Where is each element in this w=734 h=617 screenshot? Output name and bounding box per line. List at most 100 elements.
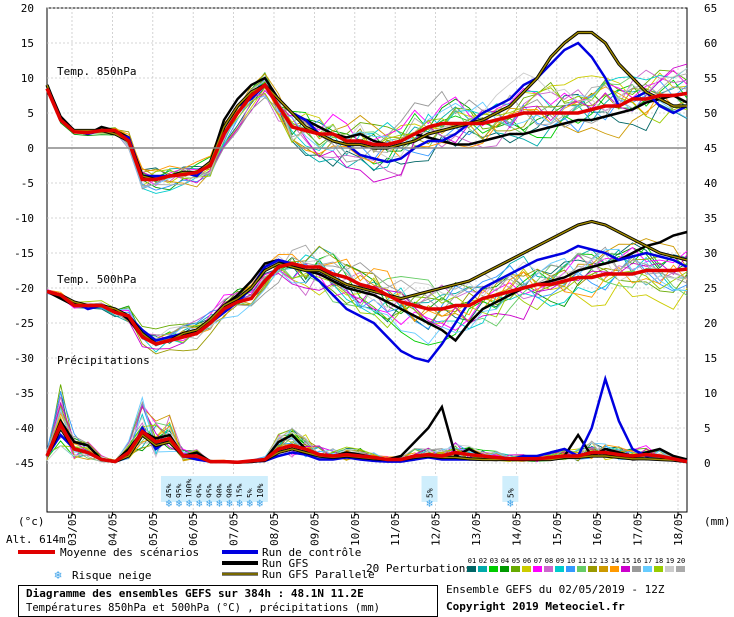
- legend-perturbation-swatch: [522, 566, 531, 572]
- precip-label: Précipitations: [57, 354, 150, 367]
- date-label: 03/05: [66, 513, 79, 546]
- legend-perturbation-swatch: [588, 566, 597, 572]
- legend-perturbation-number: 17: [644, 557, 652, 565]
- legend-perturbation-swatch: [676, 566, 685, 572]
- legend-perturbation-number: 11: [578, 557, 586, 565]
- left-tick-label: -40: [14, 422, 34, 435]
- left-tick-label: -35: [14, 387, 34, 400]
- snow-risk-pct: 10%: [256, 483, 265, 498]
- right-tick-label: 55: [704, 72, 717, 85]
- snow-risk-pct: 5%: [506, 488, 515, 498]
- legend-perturbation-number: 13: [600, 557, 608, 565]
- series-moyenne-des-scenarios-t850: [45, 82, 688, 182]
- legend-perturbation-swatch: [544, 566, 553, 572]
- legend-perturbation-number: 12: [589, 557, 597, 565]
- legend-perturbation-number: 08: [545, 557, 553, 565]
- legend-perturbation-number: 15: [622, 557, 630, 565]
- legend-perturbation-number: 19: [666, 557, 674, 565]
- left-tick-label: -25: [14, 317, 34, 330]
- left-tick-label: 15: [21, 37, 34, 50]
- snow-risk-layer: 45%❄95%❄100%❄95%❄95%❄90%❄90%❄15%❄5%❄10%❄…: [160, 476, 519, 510]
- legend-perturbation-swatch: [555, 566, 564, 572]
- legend-perturbation-swatch: [654, 566, 663, 572]
- legend-label-mean: Moyenne des scénarios: [60, 546, 199, 559]
- snow-risk-pct: 45%: [165, 483, 174, 498]
- snow-risk-pct: 95%: [205, 483, 214, 498]
- t500-label: Temp. 500hPa: [57, 273, 136, 286]
- snowflake-icon: ❄: [507, 497, 514, 510]
- legend-perturbation-number: 03: [490, 557, 498, 565]
- right-tick-label: 65: [704, 2, 717, 15]
- legend-perturbation-swatch: [500, 566, 509, 572]
- snowflake-icon: ❄: [176, 497, 183, 510]
- perturbation-line: [46, 245, 688, 355]
- legend-perturbation-number: 01: [468, 557, 476, 565]
- perturbation-line: [46, 77, 688, 191]
- right-tick-label: 60: [704, 37, 717, 50]
- legend-snowflake-icon: ❄: [54, 568, 61, 582]
- legend-perturbation-number: 16: [633, 557, 641, 565]
- perturbation-line: [46, 82, 688, 178]
- date-label: 17/05: [632, 513, 645, 546]
- snow-risk-band: [251, 476, 268, 502]
- left-unit-label: (°c): [18, 515, 45, 528]
- snowflake-icon: ❄: [226, 497, 233, 510]
- right-tick-label: 25: [704, 282, 717, 295]
- snow-risk-pct: 90%: [215, 483, 224, 498]
- legend-perturbation-number: 04: [501, 557, 509, 565]
- legend-perturbation-number: 05: [512, 557, 520, 565]
- snow-risk-pct: 90%: [226, 483, 235, 498]
- legend-perturbation-swatch: [566, 566, 575, 572]
- date-label: 06/05: [187, 513, 200, 546]
- altitude-label: Alt. 614m: [6, 533, 66, 546]
- left-tick-label: 5: [27, 107, 34, 120]
- perturbation-line: [46, 246, 688, 336]
- legend-perturbation-swatch: [467, 566, 476, 572]
- right-tick-label: 40: [704, 177, 717, 190]
- series-moyenne-des-scenarios-precip: [45, 420, 688, 465]
- legend-perturbation-number: 07: [534, 557, 542, 565]
- legend-perturbation-swatch: [621, 566, 630, 572]
- left-tick-label: -20: [14, 282, 34, 295]
- left-tick-label: -45: [14, 457, 34, 470]
- legend-perturbation-number: 02: [479, 557, 487, 565]
- legend-perturbation-swatch: [478, 566, 487, 572]
- legend-label-gfs: Run GFS: [262, 557, 308, 570]
- date-label: 12/05: [430, 513, 443, 546]
- date-label: 07/05: [228, 513, 241, 546]
- snow-risk-pct: 5%: [246, 488, 255, 498]
- left-tick-label: 10: [21, 72, 34, 85]
- perturbation-line: [46, 254, 688, 353]
- legend-perturbation-swatch: [632, 566, 641, 572]
- legend-perturbation-number: 09: [556, 557, 564, 565]
- right-tick-label: 10: [704, 387, 717, 400]
- snow-risk-pct: 15%: [236, 483, 245, 498]
- legend-perturbation-swatch: [577, 566, 586, 572]
- left-tick-label: -10: [14, 212, 34, 225]
- snowflake-icon: ❄: [166, 497, 173, 510]
- main-series: [45, 30, 688, 465]
- legend-perturbation-swatch: [489, 566, 498, 572]
- date-label: 10/05: [349, 513, 362, 546]
- series-run-de-controle-t500: [46, 244, 688, 363]
- snowflake-icon: ❄: [236, 497, 243, 510]
- date-label: 18/05: [672, 513, 685, 546]
- left-tick-label: -5: [21, 177, 34, 190]
- series-moyenne-des-scenarios-t500: [46, 261, 688, 346]
- date-label: 04/05: [106, 513, 119, 546]
- date-label: 16/05: [591, 513, 604, 546]
- legend-perturbation-swatch: [643, 566, 652, 572]
- legend-label-perturbations: 20 Perturbations: [366, 562, 472, 575]
- snow-risk-band: [421, 476, 438, 502]
- snow-risk-pct: 95%: [195, 483, 204, 498]
- right-tick-label: 30: [704, 247, 717, 260]
- legend-perturbation-number: 20: [677, 557, 685, 565]
- left-tick-label: 20: [21, 2, 34, 15]
- left-tick-label: 0: [27, 142, 34, 155]
- right-tick-label: 0: [704, 457, 711, 470]
- legend-perturbation-swatch: [511, 566, 520, 572]
- series-run-de-controle-t850: [45, 41, 688, 178]
- snowflake-icon: ❄: [246, 497, 253, 510]
- snow-risk-pct: 95%: [175, 483, 184, 498]
